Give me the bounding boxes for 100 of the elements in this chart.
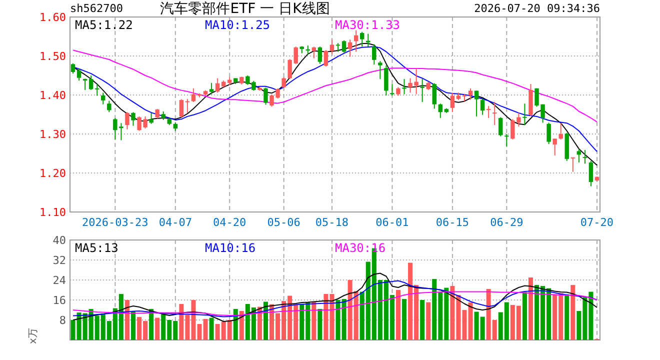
y-tick-label: 1.20 — [40, 167, 66, 180]
y-tick-label: 40 — [52, 234, 66, 247]
y-tick-label: 1.30 — [40, 128, 66, 141]
line-series — [72, 272, 598, 322]
bar — [522, 292, 527, 340]
x-tick-label: 04-20 — [213, 216, 246, 229]
bar — [312, 302, 316, 340]
y-tick-label: 24 — [52, 274, 66, 287]
bar — [209, 318, 214, 340]
bar — [468, 302, 473, 340]
text: MA5:13 — [75, 241, 118, 255]
candlestick — [125, 112, 130, 130]
x-tick-label: 2026-03-23 — [82, 216, 148, 229]
bar — [130, 311, 136, 340]
bar — [263, 302, 268, 340]
line-series — [72, 50, 598, 122]
candlestick — [215, 78, 220, 94]
candlestick — [342, 40, 346, 53]
bar — [420, 300, 425, 340]
candlestick — [552, 138, 557, 156]
candlestick — [264, 87, 268, 106]
candlestick — [450, 92, 455, 113]
candlestick — [107, 100, 112, 113]
candlestick — [88, 75, 94, 90]
x-tick-label: 05-06 — [267, 216, 300, 229]
text: MA10:16 — [205, 241, 256, 255]
candlestick — [468, 88, 473, 100]
candlestick — [155, 108, 160, 119]
candlestick — [179, 98, 184, 118]
y-tick-label: 1.50 — [40, 50, 66, 63]
y-tick-label: 1.60 — [40, 11, 66, 24]
candlestick — [390, 84, 394, 96]
candlestick — [474, 90, 479, 117]
bar — [528, 278, 533, 340]
x-tick-label: 06-15 — [436, 216, 470, 229]
y-tick-label: 16 — [52, 294, 66, 307]
candlestick — [70, 62, 76, 74]
candlestick — [366, 33, 370, 48]
candlestick — [324, 50, 328, 68]
y-tick-label: 8 — [59, 314, 66, 327]
chart-title: 汽车零部件ETF 一 日K线图 — [160, 1, 330, 17]
candlestick — [131, 112, 136, 126]
text: MA30:1.33 — [335, 18, 400, 32]
candlestick — [330, 39, 334, 55]
candlestick — [82, 78, 88, 90]
y-tick-label: 1.10 — [40, 206, 66, 219]
bar — [318, 309, 322, 340]
candlestick — [185, 98, 190, 114]
text: MA30:16 — [335, 241, 386, 255]
y-axis-title: x万 — [28, 328, 39, 344]
y-tick-label: 1.40 — [40, 89, 66, 102]
candlestick — [360, 31, 364, 48]
candlestick — [570, 156, 576, 172]
x-tick-label: 06-01 — [376, 216, 409, 229]
candlestick — [402, 78, 406, 95]
bar — [155, 318, 160, 340]
bar — [233, 309, 238, 340]
candlestick — [438, 103, 443, 119]
candlestick — [498, 116, 503, 137]
candlestick — [582, 149, 588, 164]
bar — [426, 302, 431, 340]
candlestick — [372, 44, 376, 66]
bar — [149, 309, 154, 340]
candlestick — [209, 82, 214, 95]
candlestick — [522, 103, 527, 126]
bar — [396, 290, 400, 340]
candlestick — [546, 122, 551, 145]
x-tick-label: 07-20 — [580, 216, 614, 229]
candlestick — [486, 105, 491, 119]
candlestick — [94, 84, 100, 96]
candlestick — [101, 92, 106, 105]
candlestick — [312, 46, 316, 59]
candlestick — [149, 112, 154, 124]
candlestick — [558, 122, 563, 140]
bar — [203, 319, 208, 340]
bar — [124, 300, 130, 340]
text: MA5:1.22 — [75, 18, 133, 32]
text: 2026-07-20 09:34:36 — [474, 2, 600, 15]
candlestick — [378, 60, 382, 80]
candlestick — [492, 102, 497, 126]
text: sh562700 — [70, 2, 123, 15]
candlestick — [282, 76, 286, 88]
line-series — [72, 280, 598, 318]
candlestick — [504, 134, 509, 147]
candlestick — [318, 46, 322, 64]
y-tick-label: 32 — [52, 254, 66, 267]
candlestick — [480, 98, 485, 116]
line-series — [72, 291, 598, 316]
x-tick-label: 05-18 — [315, 216, 349, 229]
bar — [239, 311, 244, 340]
candlestick — [76, 68, 82, 82]
candlestick — [420, 78, 424, 103]
x-tick-label: 06-29 — [490, 216, 524, 229]
bar — [402, 299, 407, 340]
x-tick-label: 04-07 — [158, 216, 192, 229]
candlestick — [432, 82, 436, 110]
candlestick — [191, 88, 196, 103]
candlestick — [588, 160, 594, 187]
candlestick — [384, 64, 388, 96]
bar — [570, 285, 576, 340]
